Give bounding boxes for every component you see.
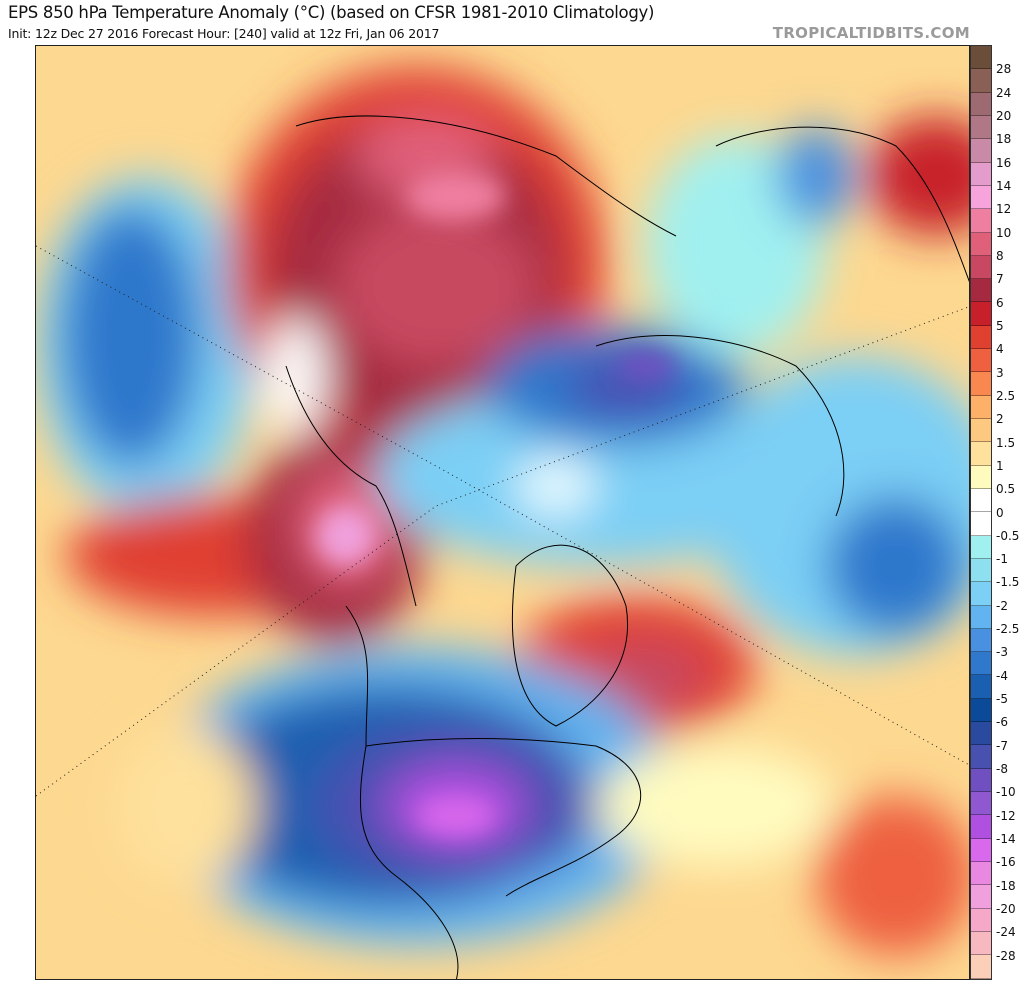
colorbar-bin: [971, 745, 991, 769]
colorbar-label: -8: [996, 762, 1008, 777]
colorbar-bin: [971, 325, 991, 350]
colorbar-label: -3: [996, 645, 1008, 660]
colorbar-label: 1.5: [996, 435, 1016, 450]
colorbar-label: -2: [996, 598, 1008, 613]
colorbar-label: 12: [996, 202, 1012, 217]
anomaly-map: [35, 45, 970, 980]
colorbar-label: 24: [996, 85, 1012, 100]
colorbar-bin: [971, 652, 991, 676]
colorbar-bin: [971, 232, 991, 256]
colorbar-bin: [971, 279, 991, 303]
colorbar-label: 20: [996, 108, 1012, 123]
colorbar-bin: [971, 419, 991, 443]
colorbar-label: -4: [996, 668, 1008, 683]
colorbar-label: -10: [996, 785, 1016, 800]
colorbar-label: 28: [996, 62, 1012, 77]
colorbar-bin: [971, 302, 991, 326]
coastlines: [285, 115, 969, 979]
colorbar-label: -28: [996, 948, 1016, 963]
colorbar-label: -24: [996, 925, 1016, 940]
colorbar-bin: [971, 558, 991, 583]
colorbar-bin: [971, 46, 991, 70]
colorbar-label: 18: [996, 132, 1012, 147]
colorbar-bin: [971, 815, 991, 839]
colorbar-bin: [971, 722, 991, 746]
colorbar-label: 1: [996, 458, 1004, 473]
colorbar-bin: [971, 115, 991, 140]
colorbar-label: 7: [996, 272, 1004, 287]
colorbar-bin: [971, 162, 991, 186]
colorbar-bin: [971, 885, 991, 909]
colorbar-label: -0.5: [996, 528, 1020, 543]
colorbar-label: -2.5: [996, 622, 1020, 637]
colorbar-label: -20: [996, 902, 1016, 917]
colorbar-label: 6: [996, 295, 1004, 310]
colorbar-bin: [971, 349, 991, 373]
colorbar: [970, 45, 992, 980]
colorbar-bin: [971, 582, 991, 606]
colorbar-bin: [971, 255, 991, 280]
colorbar-label: 14: [996, 178, 1012, 193]
colorbar-label: 2.5: [996, 388, 1016, 403]
colorbar-label: -18: [996, 878, 1016, 893]
brand-watermark: TROPICALTIDBITS.COM: [772, 24, 970, 42]
colorbar-label: -12: [996, 808, 1016, 823]
colorbar-bin: [971, 698, 991, 723]
colorbar-bin: [971, 512, 991, 536]
colorbar-label: -7: [996, 738, 1008, 753]
colorbar-label: 5: [996, 318, 1004, 333]
colorbar-bin: [971, 185, 991, 210]
colorbar-bin: [971, 931, 991, 956]
chart-subtitle: Init: 12z Dec 27 2016 Forecast Hour: [24…: [8, 26, 440, 41]
colorbar-bin: [971, 535, 991, 559]
colorbar-bin: [971, 465, 991, 489]
colorbar-label: 4: [996, 342, 1004, 357]
colorbar-label: 3: [996, 365, 1004, 380]
colorbar-bin: [971, 372, 991, 396]
colorbar-bin: [971, 792, 991, 816]
colorbar-label: -16: [996, 855, 1016, 870]
colorbar-bin: [971, 908, 991, 932]
colorbar-bin: [971, 861, 991, 886]
colorbar-bin: [971, 955, 991, 979]
colorbar-label: -1: [996, 552, 1008, 567]
colorbar-bin: [971, 605, 991, 629]
colorbar-bin: [971, 92, 991, 116]
colorbar-label: 2: [996, 412, 1004, 427]
colorbar-label: -14: [996, 832, 1016, 847]
colorbar-bin: [971, 488, 991, 513]
colorbar-bin: [971, 628, 991, 653]
colorbar-label: 8: [996, 248, 1004, 263]
colorbar-label: 10: [996, 225, 1012, 240]
colorbar-label: -6: [996, 715, 1008, 730]
chart-title: EPS 850 hPa Temperature Anomaly (°C) (ba…: [8, 3, 655, 22]
colorbar-bin: [971, 838, 991, 862]
colorbar-bin: [971, 442, 991, 466]
colorbar-bin: [971, 209, 991, 233]
anomaly-field: [36, 46, 969, 979]
colorbar-label: 16: [996, 155, 1012, 170]
colorbar-bin: [971, 69, 991, 93]
colorbar-bin: [971, 675, 991, 699]
colorbar-label: -5: [996, 692, 1008, 707]
colorbar-bin: [971, 768, 991, 792]
colorbar-label: -1.5: [996, 575, 1020, 590]
colorbar-label: 0: [996, 505, 1004, 520]
colorbar-bin: [971, 395, 991, 419]
colorbar-bin: [971, 139, 991, 163]
colorbar-label: 0.5: [996, 482, 1016, 497]
